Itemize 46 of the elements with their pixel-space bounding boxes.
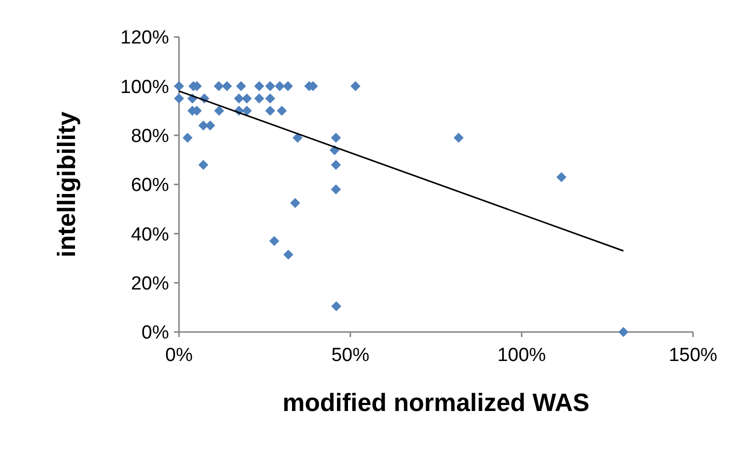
point [454, 132, 464, 143]
point [198, 160, 208, 170]
point [222, 81, 232, 92]
point [556, 172, 566, 182]
point [265, 93, 276, 104]
point [254, 93, 264, 104]
point [292, 132, 303, 143]
point [254, 81, 264, 92]
point [265, 106, 276, 116]
point [242, 106, 252, 116]
point [214, 106, 224, 116]
y-tick-label: 120% [120, 28, 170, 49]
y-axis-title: intelligibility [53, 111, 81, 258]
point [618, 327, 628, 337]
point [205, 120, 216, 130]
point [182, 132, 193, 143]
point [331, 301, 342, 312]
point [236, 81, 246, 92]
x-axis-title: modified normalized WAS [282, 389, 590, 417]
point [330, 132, 341, 143]
point [234, 93, 244, 104]
x-tick-label: 50% [331, 345, 370, 366]
y-tick-label: 60% [130, 175, 170, 196]
point [214, 81, 224, 92]
y-tick-label: 0% [142, 322, 170, 344]
point [330, 184, 341, 194]
point [274, 81, 285, 92]
point [282, 81, 293, 92]
x-tick-label: 100% [497, 345, 546, 366]
point [174, 81, 184, 92]
point [283, 250, 294, 260]
point [290, 198, 300, 208]
point [242, 93, 252, 104]
y-tick-label: 20% [130, 273, 170, 294]
point [330, 160, 341, 170]
point [198, 120, 208, 130]
y-tick-label: 80% [130, 126, 170, 147]
x-tick-label: 0% [165, 345, 193, 366]
point [276, 106, 287, 116]
x-tick-label: 150% [668, 345, 718, 366]
point [269, 236, 280, 246]
point [265, 81, 276, 92]
y-tick-label: 40% [130, 224, 170, 246]
point [174, 93, 184, 104]
point [350, 81, 360, 92]
y-tick-label: 100% [120, 76, 170, 98]
